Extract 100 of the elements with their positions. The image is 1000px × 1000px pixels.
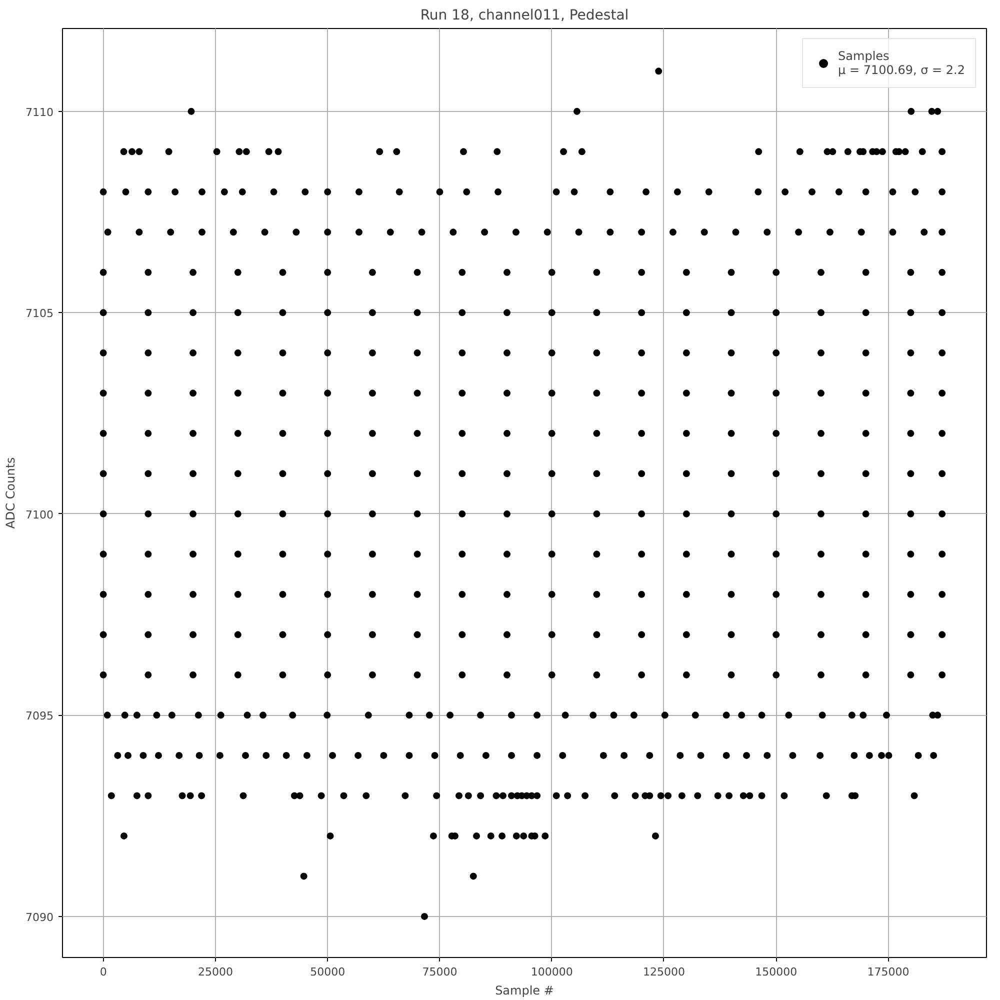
point — [560, 148, 568, 156]
point — [772, 349, 780, 356]
point — [504, 671, 511, 678]
point — [188, 108, 195, 115]
point — [420, 912, 428, 920]
point — [279, 349, 286, 356]
point — [302, 188, 309, 196]
x-tick-label: 25000 — [198, 966, 233, 978]
point — [456, 792, 463, 800]
point — [678, 792, 686, 800]
point — [938, 430, 946, 437]
point — [548, 470, 556, 478]
point — [817, 430, 824, 437]
point — [534, 752, 541, 759]
point — [705, 188, 712, 196]
point — [728, 470, 735, 478]
x-tick-label: 100000 — [530, 966, 573, 978]
point — [938, 550, 946, 558]
point — [153, 712, 160, 719]
point — [534, 712, 541, 719]
point — [100, 631, 107, 638]
point — [144, 268, 152, 276]
point — [508, 712, 515, 719]
point — [920, 228, 928, 236]
point — [261, 228, 268, 236]
point — [889, 228, 896, 236]
point — [279, 671, 286, 678]
point — [878, 752, 886, 759]
point — [418, 228, 426, 236]
point — [772, 590, 780, 598]
x-tick-label: 150000 — [755, 966, 798, 978]
point — [144, 470, 152, 478]
point — [908, 108, 915, 115]
x-tick-label: 0 — [100, 966, 107, 978]
point — [520, 832, 528, 840]
point — [882, 712, 890, 719]
point — [190, 309, 197, 316]
point — [907, 470, 914, 478]
point — [355, 188, 362, 196]
point — [862, 349, 870, 356]
point — [136, 228, 143, 236]
point — [646, 792, 654, 800]
point — [279, 631, 286, 638]
point — [463, 188, 470, 196]
point — [458, 470, 466, 478]
point — [144, 390, 152, 397]
point — [758, 792, 766, 800]
point — [638, 309, 646, 316]
point — [279, 510, 286, 518]
point — [282, 752, 290, 759]
point — [817, 550, 824, 558]
point — [907, 550, 914, 558]
point — [508, 752, 515, 759]
point — [279, 470, 286, 478]
point — [144, 510, 152, 518]
point — [862, 631, 870, 638]
point — [430, 832, 437, 840]
point — [376, 148, 384, 156]
point — [482, 752, 490, 759]
point — [368, 550, 376, 558]
point — [234, 590, 242, 598]
point — [402, 792, 409, 800]
point — [324, 390, 332, 397]
point — [782, 188, 789, 196]
point — [458, 550, 466, 558]
point — [279, 590, 286, 598]
point — [406, 752, 413, 759]
point — [817, 309, 824, 316]
point — [279, 550, 286, 558]
point — [862, 550, 870, 558]
point — [862, 430, 870, 437]
point — [694, 792, 702, 800]
point — [938, 590, 946, 598]
point — [638, 671, 646, 678]
point — [458, 309, 466, 316]
point — [732, 228, 740, 236]
point — [728, 590, 735, 598]
point — [190, 268, 197, 276]
point — [242, 148, 250, 156]
point — [234, 470, 242, 478]
point — [186, 792, 194, 800]
point — [240, 792, 247, 800]
point — [785, 712, 792, 719]
point — [144, 188, 152, 196]
point — [850, 752, 858, 759]
point — [100, 590, 107, 598]
point — [938, 309, 946, 316]
y-tick-label: 7090 — [26, 910, 54, 924]
point — [772, 671, 780, 678]
point — [190, 510, 197, 518]
point — [593, 470, 600, 478]
point — [368, 631, 376, 638]
point — [682, 349, 690, 356]
point — [414, 349, 421, 356]
point — [100, 309, 107, 316]
point — [907, 390, 914, 397]
point — [548, 550, 556, 558]
point — [144, 792, 152, 800]
point — [340, 792, 348, 800]
point — [198, 792, 206, 800]
